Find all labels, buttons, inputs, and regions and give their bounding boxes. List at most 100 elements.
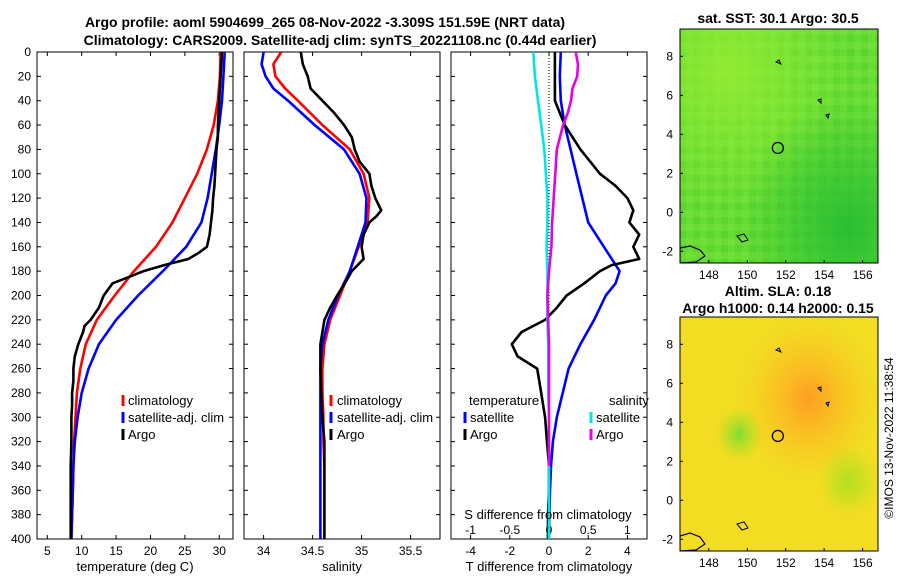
depth-tick-label: 140	[11, 215, 31, 229]
map-y-tick-label: -2	[662, 532, 673, 546]
legend-label-salinity-argo: Argo	[596, 427, 623, 442]
sst-map-frame	[679, 28, 879, 264]
difference-x-axis: -4 -2 0 2 4-1 -0.5 0 0.5 1	[465, 52, 631, 558]
legend-label-climatology: climatology	[337, 393, 403, 408]
sst-profile-location-marker	[771, 141, 784, 155]
depth-tick-label: 80	[18, 142, 32, 156]
x-tick-label: 10	[75, 544, 89, 558]
sla-map-field	[680, 317, 878, 551]
temperature-x-axis: 5 10 15 20 25 30	[44, 52, 226, 558]
sst-coastline-islet	[736, 233, 749, 243]
map-y-tick-label: -2	[662, 244, 673, 258]
map-x-tick-label: 150	[737, 268, 757, 282]
map-y-tick-label: 2	[666, 166, 673, 180]
x-tick-label: 4	[624, 544, 631, 558]
x-tick-label: 20	[144, 544, 158, 558]
map-y-tick-label: 8	[666, 49, 673, 63]
map-x-tick-label: 148	[699, 556, 719, 570]
map-y-tick-label: 4	[666, 127, 673, 141]
sla-low-region-east	[680, 317, 878, 551]
sst-coastline-island	[680, 245, 706, 263]
sla-map-title: Altim. SLA: 0.18	[725, 283, 832, 299]
x-tick-label: 34.5	[301, 544, 325, 558]
figure-title-line1: Argo profile: aoml 5904699_265 08-Nov-20…	[85, 14, 565, 30]
x-tick-label: 2	[585, 544, 592, 558]
map-x-tick-label: 154	[814, 268, 834, 282]
map-y-tick-label: 6	[666, 88, 673, 102]
sst-map-title: sat. SST: 30.1 Argo: 30.5	[697, 10, 859, 26]
legend-title-salinity: salinity	[609, 393, 649, 408]
depth-tick-label: 260	[11, 362, 31, 376]
sst-cool-region	[680, 29, 878, 263]
map-x-tick-label: 150	[737, 556, 757, 570]
legend-label-temperature-satellite: satellite	[470, 410, 514, 425]
depth-tick-label: 0	[24, 45, 31, 59]
x-tick-label: 5	[44, 544, 51, 558]
x-tick-label-top: 0.5	[580, 523, 597, 537]
series-line-temperature-argo	[510, 52, 641, 539]
series-line-salinity-argo	[546, 52, 580, 466]
depth-tick-label: 340	[11, 459, 31, 473]
x-tick-label: 35	[355, 544, 369, 558]
imos-credit: ©IMOS 13-Nov-2022 11:38:54	[882, 357, 896, 519]
x-tick-label: 0	[546, 544, 553, 558]
map-y-tick-label: 4	[666, 415, 673, 429]
depth-tick-label: 160	[11, 240, 31, 254]
difference-x-label-top: S difference from climatology	[464, 507, 632, 522]
temperature-series	[69, 52, 226, 539]
sla-map-axes: 148 150 152 154 156 -2 0 2 4 6 8	[662, 337, 873, 570]
depth-tick-label: 180	[11, 264, 31, 278]
depth-tick-label: 120	[11, 191, 31, 205]
depth-axis: 0 20 40 60 80 100 120 140 160 180 200 220 240 260 280 3…	[11, 45, 647, 546]
legend-label-salinity-satellite: satellite	[596, 410, 640, 425]
sla-coastline-islet	[736, 521, 749, 531]
depth-tick-label: 380	[11, 508, 31, 522]
x-tick-label: 25	[178, 544, 192, 558]
sla-map-subtitle: Argo h1000: 0.14 h2000: 0.15	[682, 300, 874, 316]
sla-small-islands	[774, 347, 830, 408]
x-tick-label: 15	[109, 544, 123, 558]
x-tick-label-top: -1	[465, 523, 476, 537]
sst-map-field	[680, 29, 878, 263]
legend-label-argo: Argo	[337, 427, 364, 442]
sst-small-islands	[774, 59, 830, 120]
legend-label-temperature-argo: Argo	[470, 427, 497, 442]
salinity-panel-frame	[243, 51, 441, 540]
x-tick-label-top: 1	[624, 523, 631, 537]
series-line-satellite-adj-clim	[260, 52, 368, 539]
temperature-panel-frame	[36, 51, 234, 540]
map-x-tick-label: 152	[776, 268, 796, 282]
depth-tick-label: 200	[11, 289, 31, 303]
map-x-tick-label: 152	[776, 556, 796, 570]
series-line-climatology	[70, 52, 222, 539]
x-tick-label: -2	[504, 544, 515, 558]
map-y-tick-label: 8	[666, 337, 673, 351]
depth-tick-label: 40	[18, 94, 32, 108]
map-x-tick-label: 148	[699, 268, 719, 282]
depth-tick-label: 60	[18, 118, 32, 132]
depth-tick-label: 360	[11, 483, 31, 497]
temperature-legend: climatology satellite-adj. clim Argo	[121, 393, 224, 442]
map-x-tick-label: 156	[853, 556, 873, 570]
map-x-tick-label: 156	[853, 268, 873, 282]
legend-title-temperature: temperature	[469, 393, 539, 408]
depth-tick-label: 240	[11, 337, 31, 351]
legend-label-satellite: satellite-adj. clim	[337, 410, 433, 425]
legend-label-climatology: climatology	[128, 393, 194, 408]
x-tick-label: 34	[257, 544, 271, 558]
x-tick-label: 35.5	[399, 544, 423, 558]
map-y-tick-label: 2	[666, 454, 673, 468]
x-tick-label-top: -0.5	[499, 523, 520, 537]
depth-tick-label: 100	[11, 167, 31, 181]
series-line-argo	[299, 52, 383, 539]
depth-tick-label: 20	[18, 69, 32, 83]
difference-series	[510, 52, 641, 539]
map-y-tick-label: 0	[666, 205, 673, 219]
salinity-x-label: salinity	[322, 559, 362, 574]
depth-tick-label: 220	[11, 313, 31, 327]
depth-tick-label: 320	[11, 435, 31, 449]
figure-title-line2: Climatology: CARS2009. Satellite-adj cli…	[84, 32, 597, 48]
sla-profile-location-marker	[771, 429, 784, 443]
salinity-legend: climatology satellite-adj. clim Argo	[329, 393, 433, 442]
